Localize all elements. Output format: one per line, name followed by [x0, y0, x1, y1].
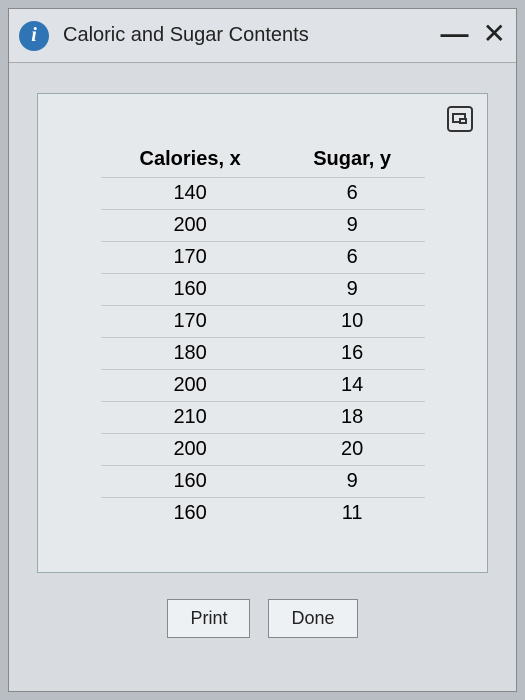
table-row: 20014	[101, 370, 425, 402]
done-button[interactable]: Done	[268, 599, 357, 638]
dialog-title: Caloric and Sugar Contents	[63, 24, 309, 47]
table-header-row: Calories, x Sugar, y	[101, 142, 425, 178]
table-row: 20020	[101, 434, 425, 466]
table-row: 2009	[101, 210, 425, 242]
cell-calories: 160	[101, 274, 280, 306]
cell-sugar: 18	[280, 402, 425, 434]
cell-sugar: 9	[280, 210, 425, 242]
cell-sugar: 11	[280, 498, 425, 530]
cell-calories: 170	[101, 306, 280, 338]
info-icon-letter: i	[31, 24, 37, 47]
column-header-calories: Calories, x	[101, 142, 280, 178]
cell-calories: 140	[101, 178, 280, 210]
table-row: 21018	[101, 402, 425, 434]
table-row: 1706	[101, 242, 425, 274]
cell-sugar: 16	[280, 338, 425, 370]
print-button[interactable]: Print	[167, 599, 250, 638]
cell-sugar: 9	[280, 274, 425, 306]
table-row: 1609	[101, 274, 425, 306]
cell-sugar: 14	[280, 370, 425, 402]
data-table: Calories, x Sugar, y 1406 2009 1706 1609…	[101, 142, 425, 529]
column-header-sugar: Sugar, y	[280, 142, 425, 178]
window-controls: — ✕	[441, 17, 506, 50]
cell-calories: 200	[101, 210, 280, 242]
cell-sugar: 9	[280, 466, 425, 498]
table-body: 1406 2009 1706 1609 17010 18016 20014 21…	[101, 178, 425, 530]
content-panel: Calories, x Sugar, y 1406 2009 1706 1609…	[37, 93, 488, 573]
cell-calories: 180	[101, 338, 280, 370]
table-row: 17010	[101, 306, 425, 338]
cell-calories: 170	[101, 242, 280, 274]
dialog-content: Calories, x Sugar, y 1406 2009 1706 1609…	[9, 63, 516, 638]
cell-sugar: 20	[280, 434, 425, 466]
cell-sugar: 6	[280, 242, 425, 274]
cell-calories: 200	[101, 370, 280, 402]
button-row: Print Done	[37, 599, 488, 638]
table-row: 18016	[101, 338, 425, 370]
popout-icon	[452, 113, 466, 123]
minimize-button[interactable]: —	[441, 29, 469, 39]
table-row: 1406	[101, 178, 425, 210]
dialog-window: i Caloric and Sugar Contents — ✕ Calor	[8, 8, 517, 692]
popout-button[interactable]	[447, 106, 473, 132]
close-button[interactable]: ✕	[483, 17, 506, 50]
cell-sugar: 10	[280, 306, 425, 338]
info-icon: i	[19, 21, 49, 51]
cell-sugar: 6	[280, 178, 425, 210]
table-row: 16011	[101, 498, 425, 530]
title-bar: i Caloric and Sugar Contents — ✕	[9, 9, 516, 63]
cell-calories: 210	[101, 402, 280, 434]
table-row: 1609	[101, 466, 425, 498]
cell-calories: 160	[101, 466, 280, 498]
cell-calories: 160	[101, 498, 280, 530]
cell-calories: 200	[101, 434, 280, 466]
